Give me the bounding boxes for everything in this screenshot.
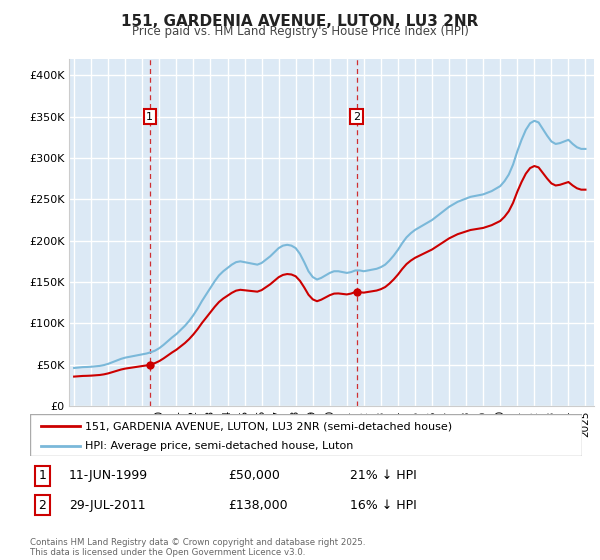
Text: 29-JUL-2011: 29-JUL-2011 xyxy=(68,498,145,512)
Text: Price paid vs. HM Land Registry's House Price Index (HPI): Price paid vs. HM Land Registry's House … xyxy=(131,25,469,38)
Text: 16% ↓ HPI: 16% ↓ HPI xyxy=(350,498,417,512)
Text: 151, GARDENIA AVENUE, LUTON, LU3 2NR (semi-detached house): 151, GARDENIA AVENUE, LUTON, LU3 2NR (se… xyxy=(85,421,452,431)
Text: 1: 1 xyxy=(146,111,153,122)
Text: 1: 1 xyxy=(38,469,46,482)
Text: 2: 2 xyxy=(353,111,360,122)
Text: 21% ↓ HPI: 21% ↓ HPI xyxy=(350,469,417,482)
Text: 151, GARDENIA AVENUE, LUTON, LU3 2NR: 151, GARDENIA AVENUE, LUTON, LU3 2NR xyxy=(121,14,479,29)
Text: £50,000: £50,000 xyxy=(229,469,281,482)
Text: 11-JUN-1999: 11-JUN-1999 xyxy=(68,469,148,482)
Text: HPI: Average price, semi-detached house, Luton: HPI: Average price, semi-detached house,… xyxy=(85,441,353,451)
Text: Contains HM Land Registry data © Crown copyright and database right 2025.
This d: Contains HM Land Registry data © Crown c… xyxy=(30,538,365,557)
Text: £138,000: £138,000 xyxy=(229,498,289,512)
Text: 2: 2 xyxy=(38,498,46,512)
FancyBboxPatch shape xyxy=(30,414,582,456)
